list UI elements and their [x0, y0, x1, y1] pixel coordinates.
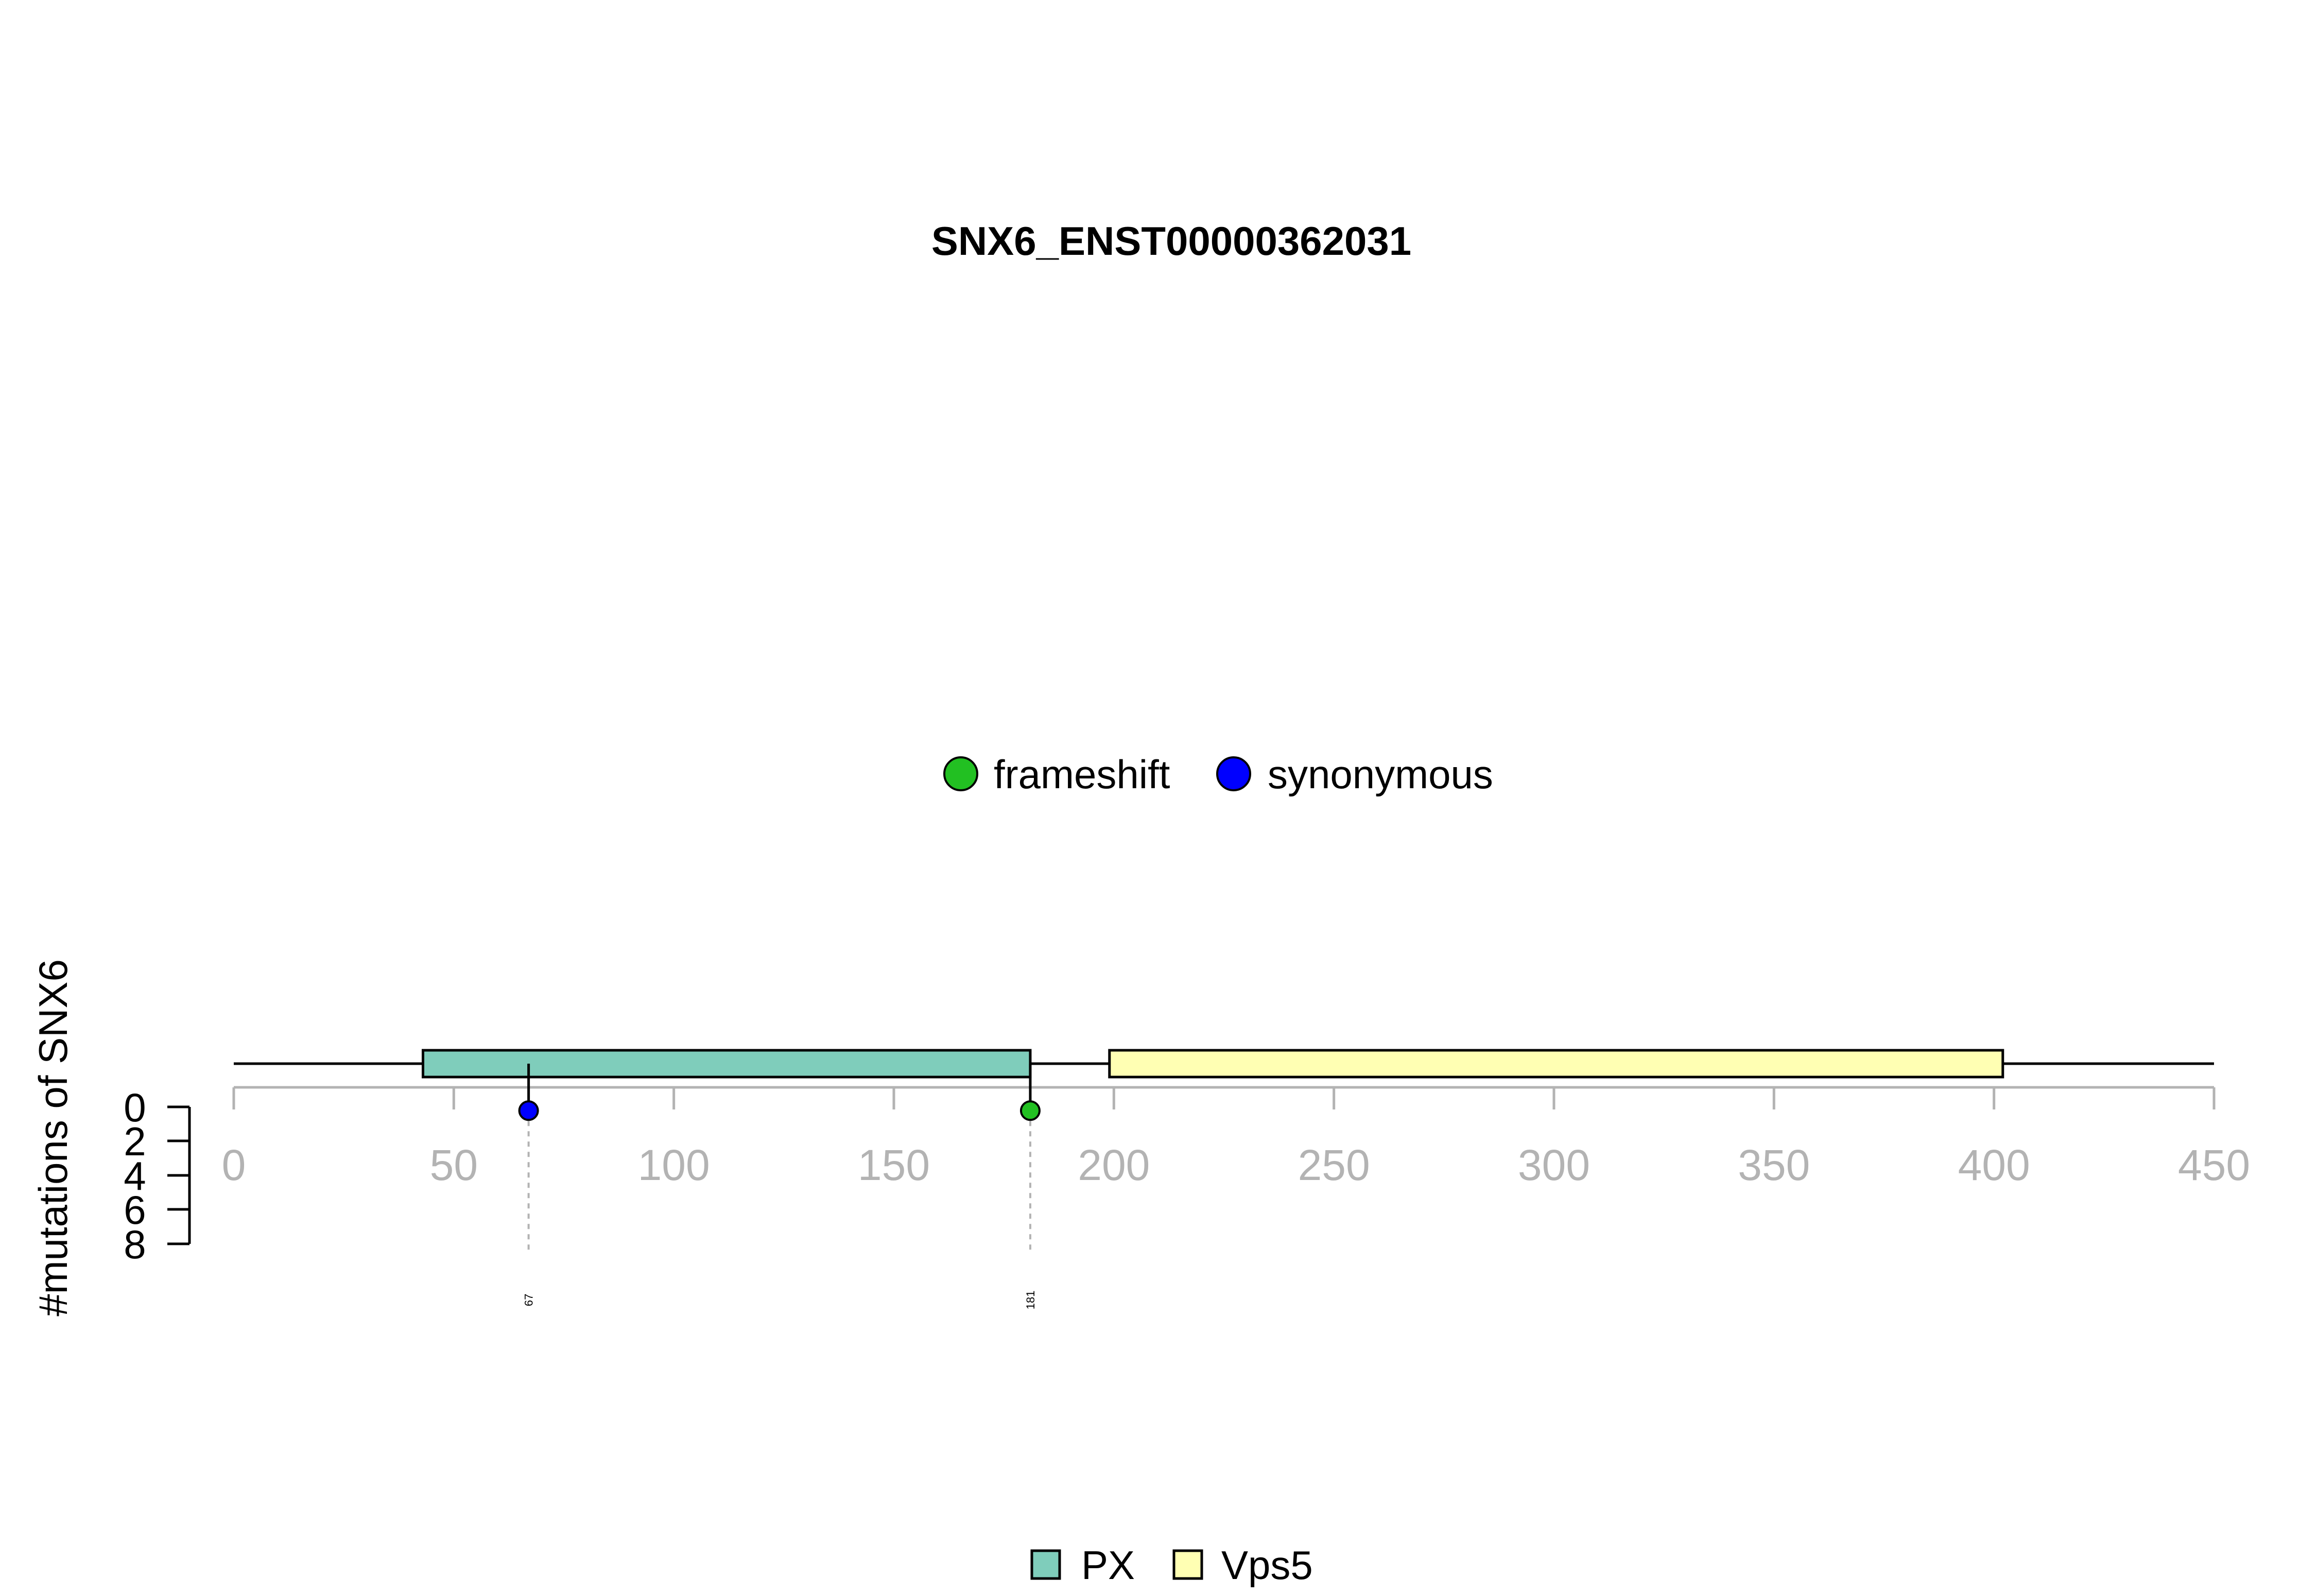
- legend-label-synonymous: synonymous: [1268, 752, 1493, 797]
- x-tick-label: 0: [222, 1141, 246, 1189]
- y-tick-label-4: 4: [124, 1153, 146, 1199]
- domains: [422, 1049, 2004, 1079]
- y-axis-label: #mutations of SNX6: [30, 959, 76, 1316]
- legend-label-frameshift: frameshift: [994, 752, 1170, 797]
- x-tick-label: 50: [430, 1141, 478, 1189]
- x-axis: 0 50 100 150 200 250 300 350 400 450: [222, 1086, 2250, 1189]
- domain-legend: PX Vps5: [1030, 1542, 1313, 1588]
- y-tick-label-8: 8: [124, 1222, 146, 1267]
- mutation-marker-frameshift: [1019, 1100, 1041, 1121]
- x-tick-label: 400: [1958, 1141, 2030, 1189]
- legend-label-vps5: Vps5: [1221, 1542, 1313, 1588]
- legend-marker-synonymous: [1216, 756, 1251, 791]
- legend-marker-frameshift: [943, 756, 978, 791]
- mutation-position-label: 67: [523, 1294, 535, 1306]
- x-tick-label: 300: [1518, 1141, 1590, 1189]
- mutation-legend: frameshift synonymous: [943, 752, 1493, 797]
- y-axis: 0 2 4 6 8: [124, 1085, 191, 1267]
- mutation-position-label: 181: [1024, 1291, 1037, 1310]
- x-tick-label: 350: [1738, 1141, 1810, 1189]
- legend-swatch-vps5: [1172, 1549, 1203, 1580]
- x-tick-label: 150: [858, 1141, 930, 1189]
- domain-px: [422, 1049, 1032, 1079]
- mutations: 67 181: [518, 1064, 1041, 1310]
- y-tick-label-0: 0: [124, 1085, 146, 1130]
- x-tick-label: 100: [638, 1141, 710, 1189]
- mutation-marker-synonymous: [518, 1100, 539, 1121]
- legend-label-px: PX: [1081, 1542, 1135, 1588]
- legend-swatch-px: [1030, 1549, 1061, 1580]
- x-tick-label: 450: [2178, 1141, 2250, 1189]
- y-tick-label-6: 6: [124, 1187, 146, 1233]
- x-tick-label: 250: [1298, 1141, 1370, 1189]
- domain-vps5: [1108, 1049, 2004, 1079]
- y-tick-label-2: 2: [124, 1119, 146, 1164]
- x-tick-label: 200: [1078, 1141, 1150, 1189]
- chart-title: SNX6_ENST00000362031: [931, 218, 1411, 264]
